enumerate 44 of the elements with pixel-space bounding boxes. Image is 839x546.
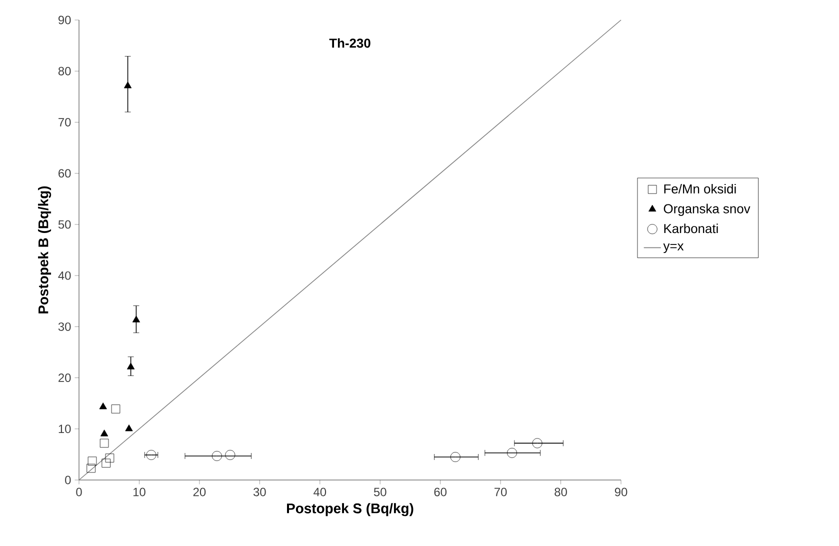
point xyxy=(124,82,132,88)
point xyxy=(450,452,460,462)
point xyxy=(132,316,140,322)
y-axis-title: Postopek B (Bq/kg) xyxy=(38,186,52,314)
text: Th-230 xyxy=(329,38,370,48)
y-tick-label: 10 xyxy=(58,424,71,434)
point xyxy=(212,450,222,461)
legend-label: Karbonati xyxy=(664,224,718,234)
point xyxy=(100,430,108,436)
point xyxy=(225,450,236,460)
y-tick-label: 30 xyxy=(58,322,71,331)
point xyxy=(125,424,133,432)
x-tick-label: 60 xyxy=(434,488,447,496)
point xyxy=(88,456,97,466)
x-tick-label: 50 xyxy=(374,488,386,496)
point xyxy=(126,362,135,370)
legend-label: Fe/Mn oksidi xyxy=(664,184,736,194)
x-tick-label: 20 xyxy=(193,488,206,496)
point xyxy=(111,404,120,414)
point xyxy=(100,438,109,448)
y-tick-label: 60 xyxy=(58,169,71,178)
legend-label: Organska snov xyxy=(664,204,750,216)
point xyxy=(105,454,114,462)
y-tick-label: 40 xyxy=(58,271,71,280)
point xyxy=(102,458,110,468)
point xyxy=(532,438,542,448)
y-tick-label: 20 xyxy=(58,374,71,382)
x-tick-label: 40 xyxy=(314,488,326,496)
x-tick-label: 30 xyxy=(253,488,266,496)
y-tick-label: 50 xyxy=(58,220,71,229)
point xyxy=(86,464,96,473)
y-tick-label: 0 xyxy=(65,476,71,484)
x-tick-label: 0 xyxy=(76,488,82,496)
x-axis-title: Postopek S (Bq/kg) xyxy=(287,503,414,516)
y-tick-label: 80 xyxy=(58,66,71,76)
x-tick-label: 10 xyxy=(133,488,146,496)
x-tick-label: 90 xyxy=(614,488,628,496)
x-tick-label: 80 xyxy=(554,488,567,496)
y-tick-label: 90 xyxy=(58,16,71,24)
point xyxy=(99,402,107,410)
y-tick-label: 70 xyxy=(58,118,71,126)
x-tick-label: 70 xyxy=(494,488,507,496)
legend-label: y=x xyxy=(663,243,684,254)
point xyxy=(507,448,517,458)
